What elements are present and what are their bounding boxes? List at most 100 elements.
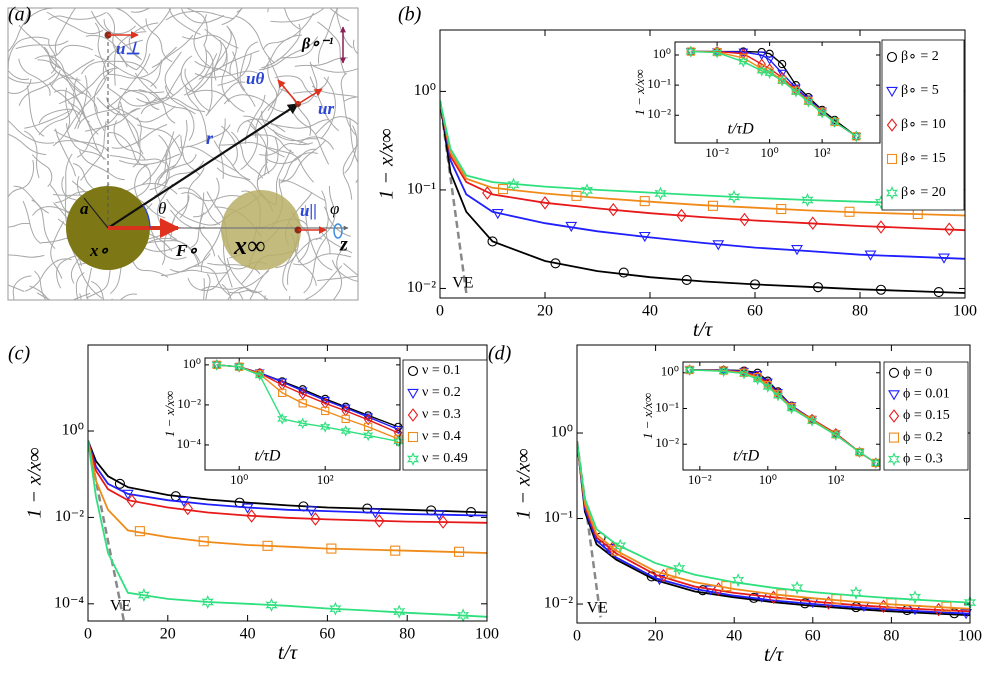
marker <box>684 363 695 376</box>
marker <box>211 359 222 371</box>
fiber <box>343 262 358 276</box>
fiber <box>59 67 118 105</box>
x-tick-label: 0 <box>573 627 581 644</box>
fiber <box>243 115 270 175</box>
marker <box>407 388 419 400</box>
fiber <box>294 57 348 67</box>
marker <box>772 389 784 402</box>
fiber <box>205 81 246 117</box>
fiber <box>166 198 219 226</box>
fiber <box>198 50 260 80</box>
marker <box>888 390 900 401</box>
fiber <box>140 237 200 267</box>
series-line <box>440 100 965 207</box>
fiber <box>237 118 286 133</box>
fiber <box>128 22 159 60</box>
x-tick-label: 100 <box>958 627 982 644</box>
x-tick-label: 80 <box>852 302 868 319</box>
marker <box>320 397 330 409</box>
marker <box>738 55 749 68</box>
fiber <box>315 116 358 135</box>
fiber <box>53 129 102 154</box>
series-line <box>88 440 487 514</box>
legend-label: ϕ = 0.2 <box>903 430 943 445</box>
fiber <box>76 110 121 158</box>
y-tick-label: 10⁻¹ <box>544 509 573 526</box>
panel-label: (a) <box>8 4 32 26</box>
marker <box>738 367 750 380</box>
marker <box>812 282 824 293</box>
fiber <box>249 267 271 300</box>
legend-label: ν = 0.1 <box>422 363 461 378</box>
marker <box>864 250 877 261</box>
fiber <box>55 128 77 177</box>
fiber <box>145 18 173 63</box>
fiber <box>165 10 235 21</box>
marker <box>277 412 288 425</box>
x-tick-label: 40 <box>642 302 658 319</box>
y-tick-label: 10⁰ <box>62 422 84 439</box>
x-tick-label: 0 <box>84 625 92 642</box>
fiber <box>181 192 243 202</box>
fiber <box>73 77 99 135</box>
fiber <box>71 248 103 299</box>
phi-swirl <box>333 223 343 239</box>
marker <box>829 116 840 128</box>
diagram-label: ur <box>318 99 334 118</box>
radius-line <box>83 197 109 229</box>
inset-frame <box>204 357 401 471</box>
fiber <box>221 47 230 103</box>
legend-label: ϕ = 0.15 <box>903 408 950 423</box>
theta-arc <box>142 204 151 229</box>
marker <box>262 540 273 551</box>
plot-frame <box>576 344 971 624</box>
fiber <box>77 105 122 129</box>
marker <box>580 183 594 198</box>
marker <box>639 196 650 207</box>
particle-end <box>221 190 301 270</box>
marker <box>888 367 900 378</box>
inset-frame <box>682 361 881 471</box>
fiber <box>8 284 25 292</box>
fiber <box>117 105 176 123</box>
x-tick-label: 60 <box>805 627 821 644</box>
marker <box>776 203 787 215</box>
marker <box>390 545 401 556</box>
series-line <box>577 441 970 617</box>
fiber <box>193 14 210 67</box>
x-tick-label: 10⁰ <box>760 145 778 160</box>
fiber <box>108 89 165 108</box>
fiber <box>26 85 45 137</box>
fiber <box>137 124 183 157</box>
marker <box>320 421 331 433</box>
fiber <box>102 39 143 81</box>
diagram-label: F∘ <box>175 241 198 260</box>
marker <box>326 543 337 554</box>
marker <box>790 580 804 595</box>
fiber <box>280 152 318 184</box>
marker <box>265 597 278 612</box>
legend-label: β∘ = 5 <box>901 83 939 98</box>
fiber <box>274 75 318 98</box>
fiber <box>93 69 114 131</box>
fiber <box>136 71 183 104</box>
fiber <box>179 167 205 219</box>
fiber <box>8 78 32 95</box>
marker <box>801 193 814 207</box>
r-vector <box>107 103 299 229</box>
diagram-label: u⊥ <box>116 39 140 58</box>
x-tick-label: 10² <box>827 472 844 487</box>
fiber <box>180 8 225 24</box>
fiber <box>117 8 119 9</box>
legend-label: ν = 0.49 <box>422 451 468 466</box>
inset-x-label: t/τD <box>728 121 755 138</box>
fiber <box>49 60 84 95</box>
y-tick-label: 10⁰ <box>183 356 201 371</box>
fiber <box>145 240 201 262</box>
fiber <box>239 41 259 91</box>
y-tick-label: 10⁰ <box>551 424 573 441</box>
marker <box>681 274 692 285</box>
fiber <box>185 265 231 296</box>
marker <box>406 452 420 466</box>
